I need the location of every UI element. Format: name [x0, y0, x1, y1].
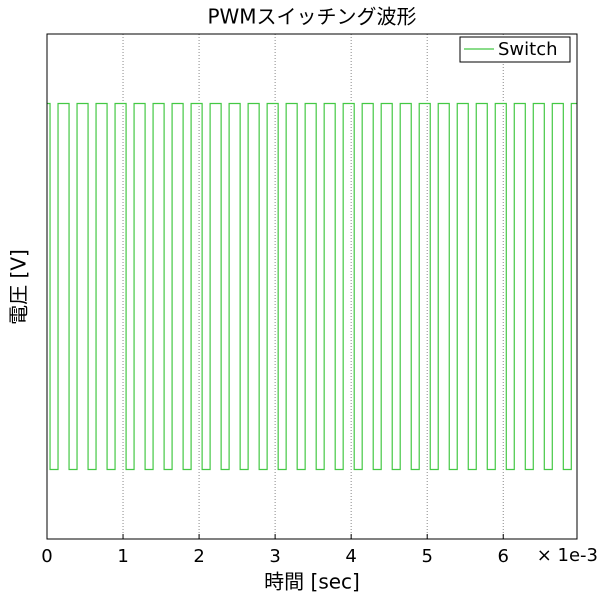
x-tick-label: 4	[345, 546, 356, 567]
chart-title: PWMスイッチング波形	[207, 5, 416, 29]
x-tick-label: 0	[41, 546, 52, 567]
x-tick-label: 2	[193, 546, 204, 567]
x-offset-label: × 1e-3	[537, 545, 598, 566]
x-tick-label: 5	[421, 546, 432, 567]
y-axis-label: 電圧 [V]	[7, 249, 31, 325]
x-axis-label: 時間 [sec]	[264, 570, 360, 594]
x-tick-label: 1	[117, 546, 128, 567]
x-tick-label: 3	[269, 546, 280, 567]
series-line	[47, 102, 577, 471]
legend-label: Switch	[498, 39, 558, 60]
plot-frame	[46, 33, 578, 540]
x-tick-label: 6	[498, 546, 509, 567]
